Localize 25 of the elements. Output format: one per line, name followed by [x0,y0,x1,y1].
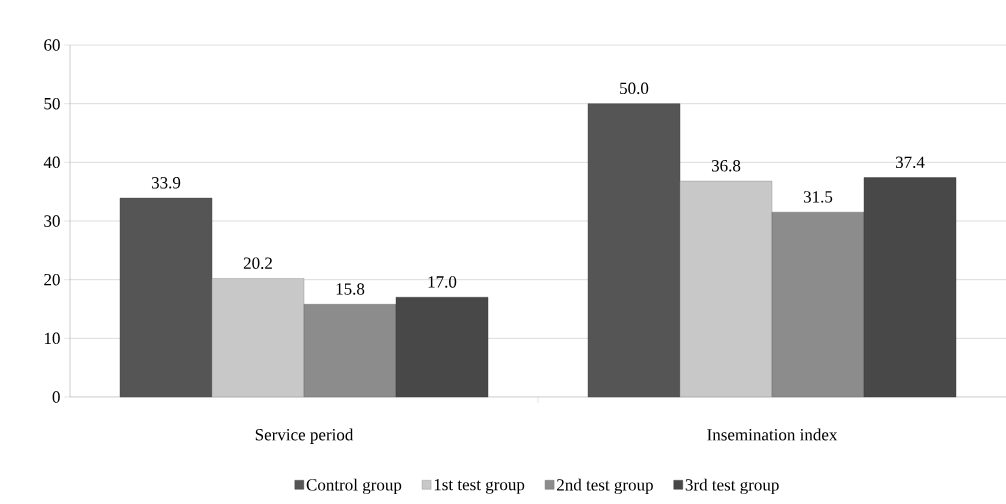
y-tick-label: 50 [44,97,60,110]
data-label: 31.5 [803,191,833,203]
data-label: 33.9 [151,177,181,189]
y-tick-label: 40 [43,156,60,169]
x-tick-label: Service period [255,428,354,444]
y-tick-label: 10 [44,332,60,345]
y-tick-label: 0 [52,391,60,403]
y-tick-label: 60 [44,39,60,51]
data-label: 15.8 [336,283,365,295]
bar [863,177,957,398]
legend-label: 1st test group [434,478,525,494]
data-label: 36.8 [711,160,741,172]
data-label: 37.4 [895,156,925,169]
bar [119,197,213,398]
legend-label: 3rd test group [685,478,779,495]
y-tick-label: 20 [44,273,60,286]
legend-label: 2nd test group [557,478,653,495]
y-tick-label: 30 [44,215,60,227]
data-label: 17.0 [428,276,457,288]
bar [395,297,489,398]
x-tick-label: Insemination index [707,428,838,441]
data-label: 50.0 [620,82,649,95]
legend-label: Control group [306,478,402,495]
bar [587,103,681,398]
data-label: 20.2 [243,257,272,269]
